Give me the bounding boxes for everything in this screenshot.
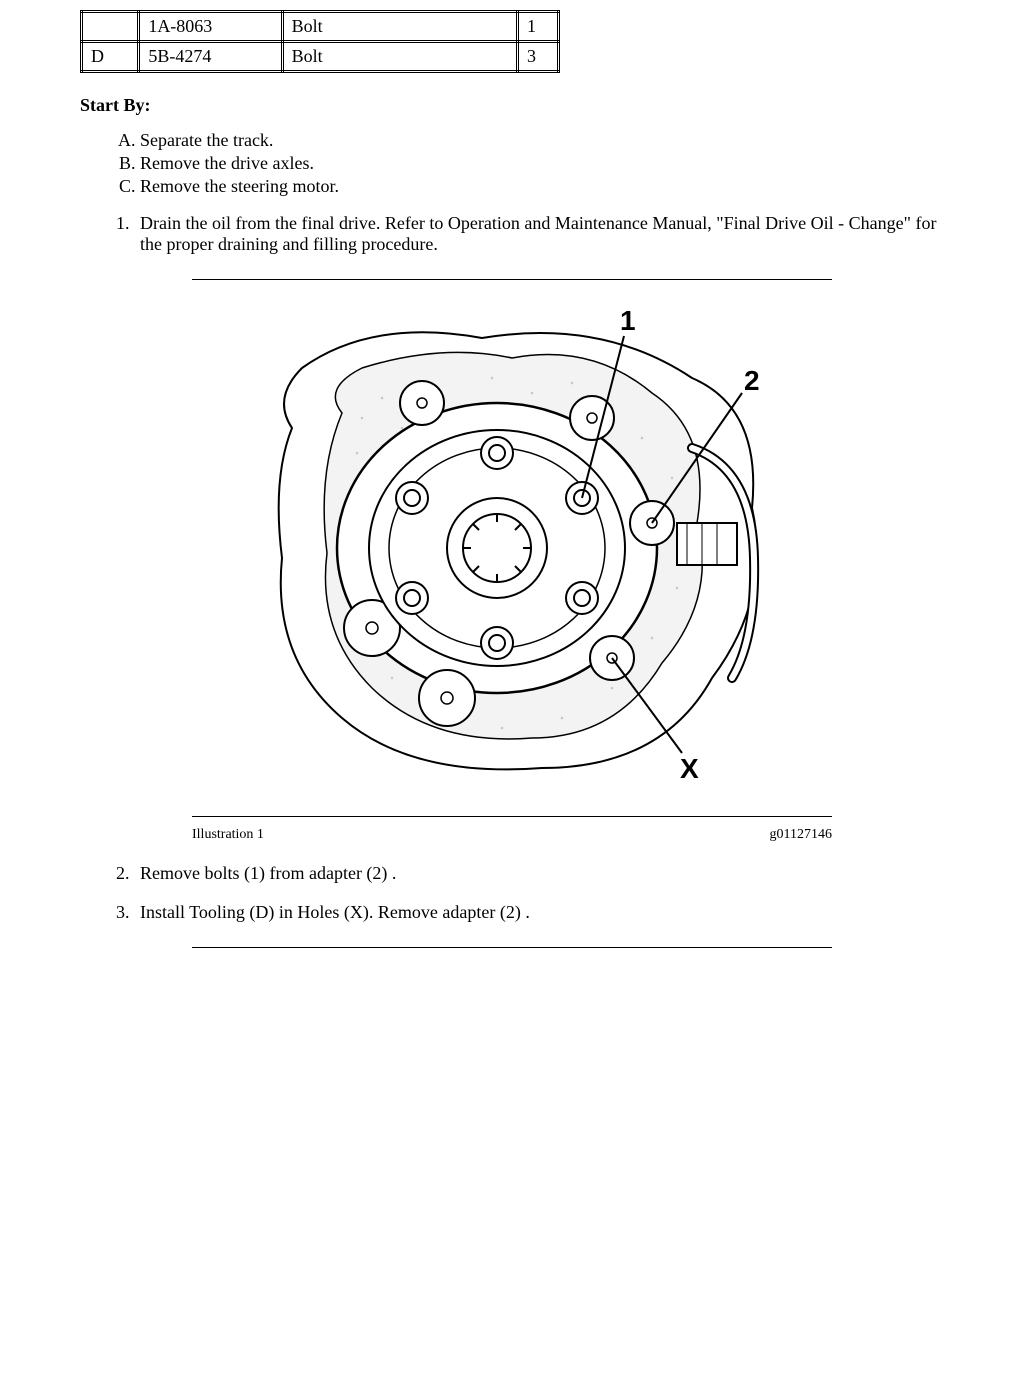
cell: 3 (518, 42, 559, 72)
start-by-heading: Start By: (80, 95, 944, 116)
figure-block: 1 2 X Illustration 1 g01127146 (192, 279, 832, 843)
cell: Bolt (282, 42, 517, 72)
illustration-caption: Illustration 1 g01127146 (192, 827, 832, 843)
list-item: Remove the drive axles. (140, 153, 944, 174)
step-1: Drain the oil from the final drive. Refe… (134, 213, 944, 255)
final-drive-illustration: 1 2 X (232, 298, 792, 798)
cell: Bolt (282, 12, 517, 42)
cell: 1A-8063 (139, 12, 282, 42)
figure-block-2 (192, 947, 832, 948)
step-3: Install Tooling (D) in Holes (X). Remove… (134, 902, 944, 923)
cell: D (82, 42, 139, 72)
steps-list-cont: Remove bolts (1) from adapter (2) . Inst… (134, 863, 944, 923)
start-by-list: Separate the track. Remove the drive axl… (140, 130, 944, 197)
parts-table: 1A-8063 Bolt 1 D 5B-4274 Bolt 3 (80, 10, 560, 73)
separator (192, 947, 832, 948)
callout-1: 1 (620, 305, 636, 336)
cell: 1 (518, 12, 559, 42)
separator (192, 279, 832, 280)
cell: 5B-4274 (139, 42, 282, 72)
steps-list: Drain the oil from the final drive. Refe… (134, 213, 944, 255)
cell (82, 12, 139, 42)
list-item: Remove the steering motor. (140, 176, 944, 197)
illustration-id: g01127146 (770, 827, 832, 843)
separator (192, 816, 832, 817)
callout-2: 2 (744, 365, 760, 396)
step-2: Remove bolts (1) from adapter (2) . (134, 863, 944, 884)
table-row: 1A-8063 Bolt 1 (82, 12, 559, 42)
callout-x: X (680, 753, 699, 784)
illustration-label: Illustration 1 (192, 827, 264, 843)
table-row: D 5B-4274 Bolt 3 (82, 42, 559, 72)
list-item: Separate the track. (140, 130, 944, 151)
